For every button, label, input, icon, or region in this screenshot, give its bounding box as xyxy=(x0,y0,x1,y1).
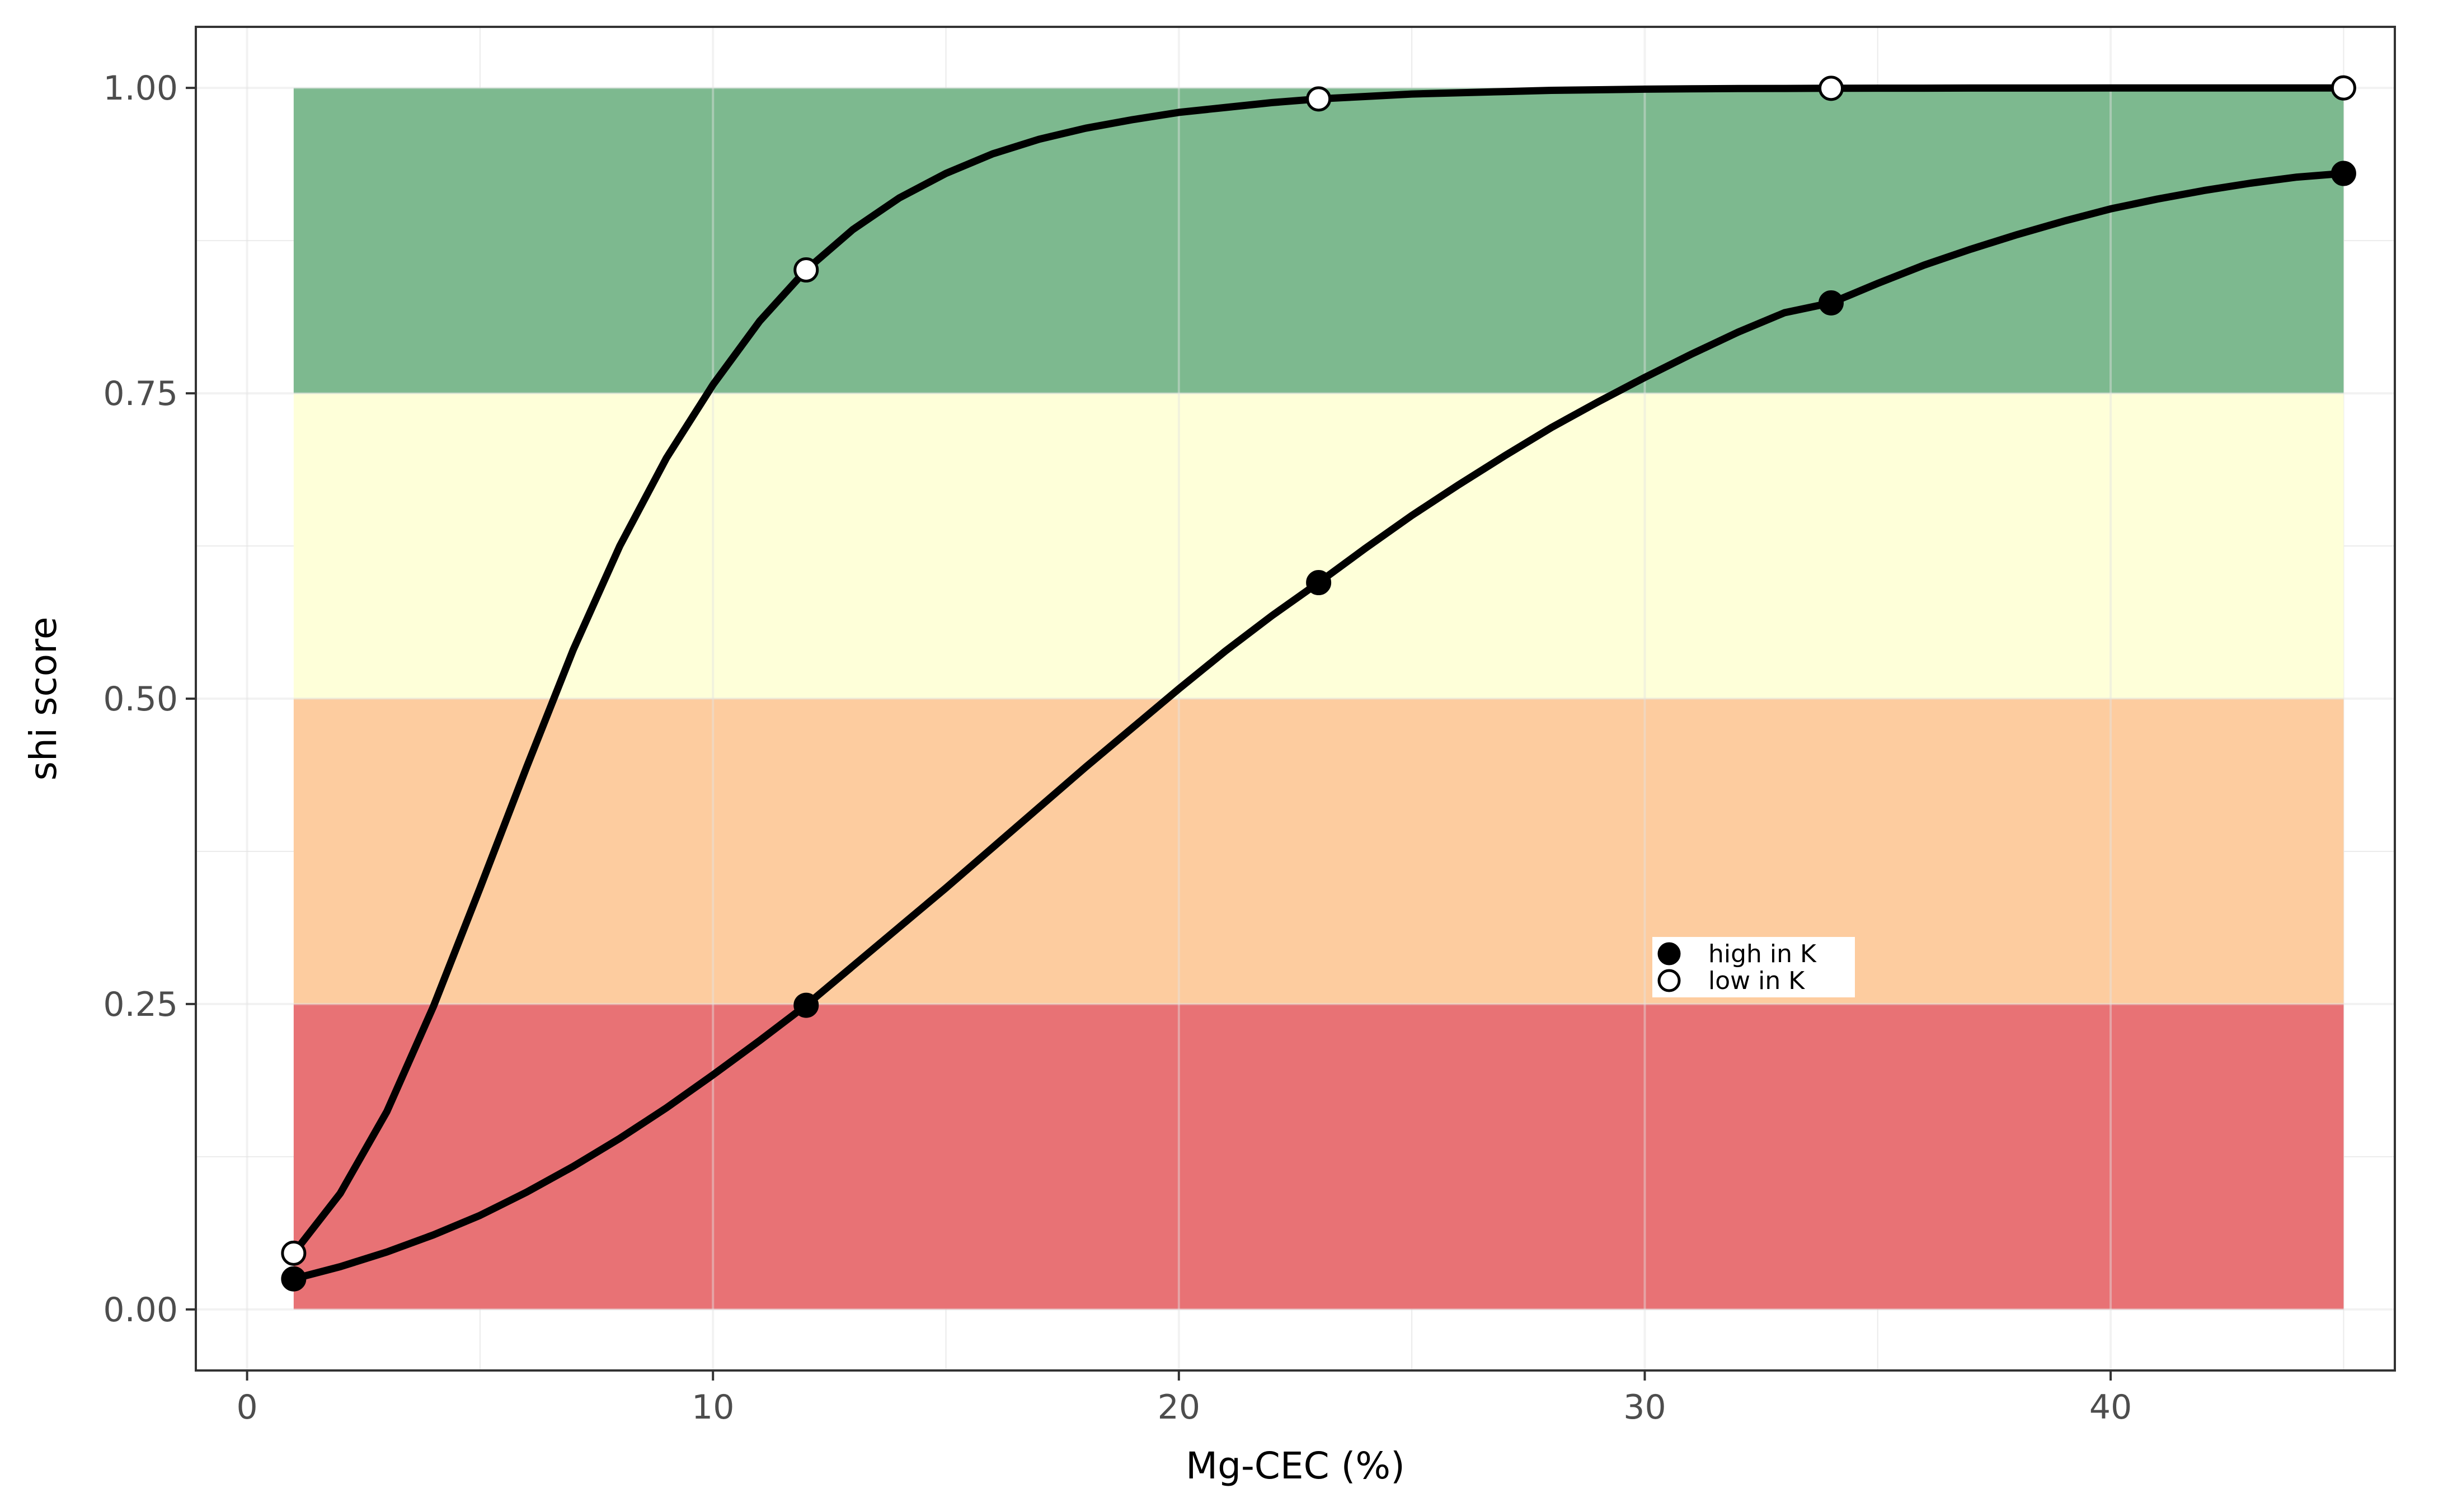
y-axis-title: shi score xyxy=(22,617,65,781)
score-band-1 xyxy=(293,699,2344,1004)
legend-key-0 xyxy=(1657,942,1681,965)
y-tick-label: 1.00 xyxy=(103,69,178,108)
y-tick-label: 0.50 xyxy=(103,680,178,719)
data-point xyxy=(2330,161,2356,186)
data-point xyxy=(281,1266,307,1292)
score-band-2 xyxy=(293,393,2344,699)
score-band-0 xyxy=(293,1004,2344,1310)
data-point xyxy=(1819,290,1844,316)
series-points xyxy=(281,75,2356,1292)
x-tick-label: 40 xyxy=(2089,1388,2132,1427)
y-axis: 0.00 0.25 0.50 0.75 1.00 xyxy=(103,69,196,1330)
data-point xyxy=(2330,75,2356,101)
legend-label-0: high in K xyxy=(1708,940,1817,968)
x-tick-label: 20 xyxy=(1158,1388,1200,1427)
data-point xyxy=(1819,76,1844,101)
legend-label-1: low in K xyxy=(1708,967,1805,995)
x-tick-label: 10 xyxy=(692,1388,734,1427)
legend-box xyxy=(1652,937,1855,997)
score-bands xyxy=(293,88,2344,1310)
y-tick-label: 0.75 xyxy=(103,374,178,413)
y-tick-label: 0.25 xyxy=(103,985,178,1024)
data-point xyxy=(1306,570,1332,596)
x-tick-label: 30 xyxy=(1623,1388,1666,1427)
data-point xyxy=(793,257,819,283)
y-tick-label: 0.00 xyxy=(103,1290,178,1330)
data-point xyxy=(1306,86,1332,112)
grid-major xyxy=(196,27,2395,1370)
data-point xyxy=(793,992,819,1018)
score-band-3 xyxy=(293,88,2344,394)
x-axis-title: Mg-CEC (%) xyxy=(1186,1444,1405,1487)
x-axis: 0 10 20 30 40 xyxy=(236,1370,2132,1427)
data-point xyxy=(281,1240,307,1266)
legend-key-1 xyxy=(1657,969,1681,992)
x-tick-label: 0 xyxy=(236,1388,257,1427)
